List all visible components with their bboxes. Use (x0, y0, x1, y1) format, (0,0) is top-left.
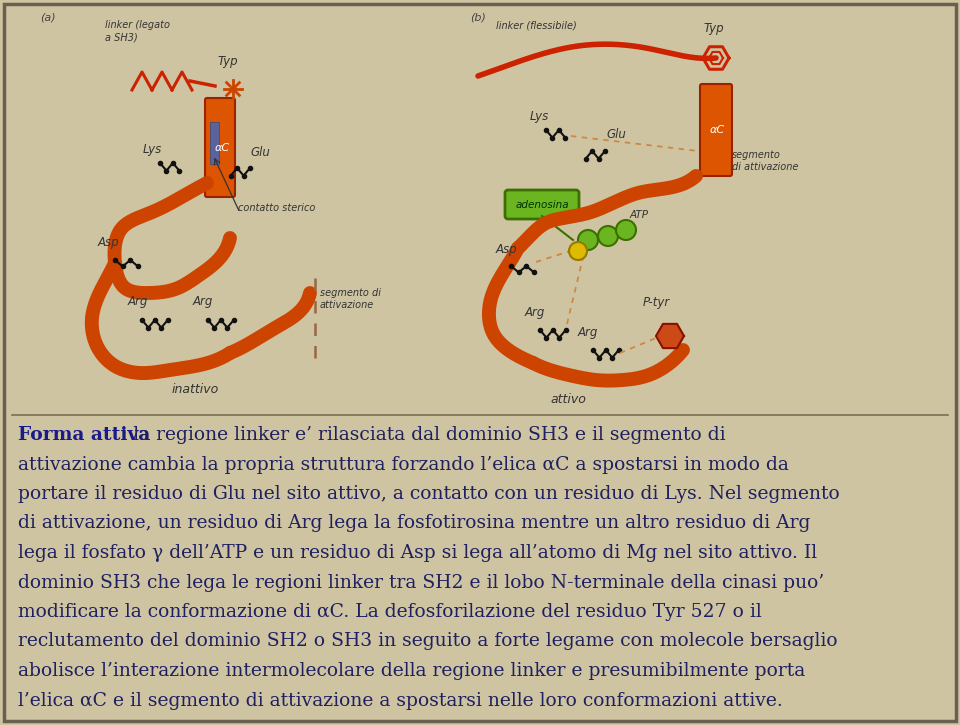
Text: (b): (b) (470, 12, 486, 22)
Text: Mg: Mg (571, 247, 586, 255)
Text: Arg: Arg (578, 326, 598, 339)
Polygon shape (656, 324, 684, 348)
Circle shape (569, 242, 587, 260)
Text: adenosina: adenosina (516, 200, 569, 210)
Text: αC: αC (214, 143, 229, 153)
Text: Forma attiva: Forma attiva (18, 426, 151, 444)
Text: lega il fosfato γ dell’ATP e un residuo di Asp si lega all’atomo di Mg nel sito : lega il fosfato γ dell’ATP e un residuo … (18, 544, 817, 562)
Text: abolisce l’interazione intermolecolare della regione linker e presumibilmente po: abolisce l’interazione intermolecolare d… (18, 662, 805, 680)
Text: Arg: Arg (193, 295, 213, 308)
Text: Lys: Lys (530, 110, 549, 123)
Text: modificare la conformazione di αC. La defosforilazione del residuo Tyr 527 o il: modificare la conformazione di αC. La de… (18, 603, 761, 621)
Text: contatto sterico: contatto sterico (238, 203, 316, 213)
Text: di attivazione, un residuo di Arg lega la fosfotirosina mentre un altro residuo : di attivazione, un residuo di Arg lega l… (18, 515, 810, 532)
Text: Typ: Typ (218, 55, 239, 68)
Text: segmento di
attivazione: segmento di attivazione (320, 288, 381, 310)
Text: linker (flessibile): linker (flessibile) (496, 20, 577, 30)
Text: dominio SH3 che lega le regioni linker tra SH2 e il lobo N-terminale della cinas: dominio SH3 che lega le regioni linker t… (18, 573, 825, 592)
Text: Glu: Glu (250, 146, 270, 159)
Text: Glu: Glu (606, 128, 626, 141)
Text: Lys: Lys (143, 143, 162, 156)
Text: (a): (a) (40, 12, 56, 22)
Text: Asp: Asp (496, 243, 517, 256)
Text: P-tyr: P-tyr (643, 296, 670, 309)
FancyBboxPatch shape (205, 98, 235, 197)
Text: αC: αC (709, 125, 725, 135)
Circle shape (598, 226, 618, 246)
FancyBboxPatch shape (505, 190, 579, 219)
Text: linker (legato
a SH3): linker (legato a SH3) (105, 20, 170, 42)
Text: attivo: attivo (550, 393, 586, 406)
Text: l’elica αC e il segmento di attivazione a spostarsi nelle loro conformazioni att: l’elica αC e il segmento di attivazione … (18, 692, 782, 710)
Text: Arg: Arg (128, 295, 149, 308)
Text: Asp: Asp (98, 236, 120, 249)
Text: reclutamento del dominio SH2 o SH3 in seguito a forte legame con molecole bersag: reclutamento del dominio SH2 o SH3 in se… (18, 632, 838, 650)
Text: portare il residuo di Glu nel sito attivo, a contatto con un residuo di Lys. Nel: portare il residuo di Glu nel sito attiv… (18, 485, 840, 503)
Circle shape (616, 220, 636, 240)
Text: ATP: ATP (630, 210, 649, 220)
Bar (210, 122, 219, 164)
Text: : la regione linker e’ rilasciata dal dominio SH3 e il segmento di: : la regione linker e’ rilasciata dal do… (121, 426, 726, 444)
FancyBboxPatch shape (700, 84, 732, 176)
Text: attivazione cambia la propria struttura forzando l’elica αC a spostarsi in modo : attivazione cambia la propria struttura … (18, 455, 789, 473)
Text: inattivo: inattivo (172, 383, 219, 396)
Text: Arg: Arg (525, 306, 545, 319)
Text: segmento
di attivazione: segmento di attivazione (732, 149, 799, 172)
Circle shape (578, 230, 598, 250)
Text: Typ: Typ (703, 22, 724, 35)
